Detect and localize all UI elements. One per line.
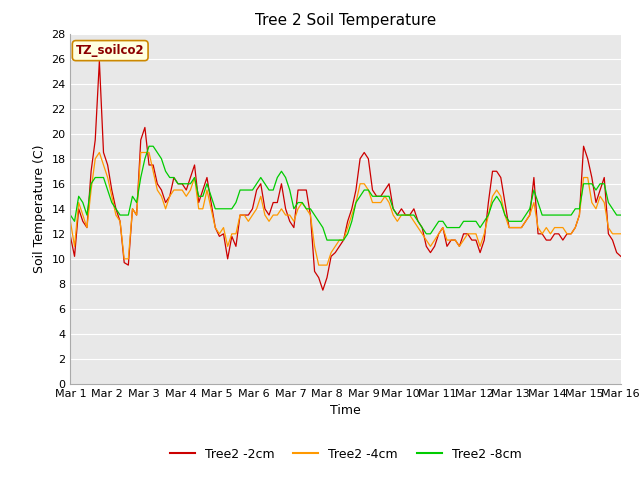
Tree2 -4cm	[100, 162, 108, 168]
Tree2 -2cm	[588, 175, 596, 180]
Tree2 -4cm	[207, 206, 215, 212]
Tree2 -4cm	[588, 200, 596, 205]
Tree2 -4cm	[67, 218, 74, 224]
Tree2 -8cm	[95, 175, 103, 180]
Tree2 -4cm	[617, 231, 625, 237]
Tree2 -2cm	[282, 206, 289, 212]
Line: Tree2 -2cm: Tree2 -2cm	[70, 61, 621, 290]
Tree2 -8cm	[207, 193, 215, 199]
Tree2 -4cm	[282, 212, 289, 218]
Tree2 -2cm	[592, 200, 600, 205]
X-axis label: Time: Time	[330, 405, 361, 418]
Tree2 -8cm	[617, 212, 625, 218]
Tree2 -4cm	[95, 150, 103, 156]
Tree2 -2cm	[617, 253, 625, 259]
Tree2 -8cm	[191, 175, 198, 180]
Tree2 -2cm	[191, 162, 198, 168]
Legend: Tree2 -2cm, Tree2 -4cm, Tree2 -8cm: Tree2 -2cm, Tree2 -4cm, Tree2 -8cm	[165, 443, 526, 466]
Tree2 -4cm	[191, 175, 198, 180]
Tree2 -2cm	[319, 287, 326, 293]
Tree2 -2cm	[207, 200, 215, 205]
Tree2 -8cm	[282, 175, 289, 180]
Tree2 -4cm	[592, 206, 600, 212]
Tree2 -2cm	[95, 58, 103, 64]
Title: Tree 2 Soil Temperature: Tree 2 Soil Temperature	[255, 13, 436, 28]
Line: Tree2 -8cm: Tree2 -8cm	[70, 146, 621, 240]
Tree2 -8cm	[323, 237, 331, 243]
Tree2 -2cm	[67, 233, 74, 239]
Tree2 -8cm	[592, 187, 600, 193]
Tree2 -8cm	[145, 144, 153, 149]
Line: Tree2 -4cm: Tree2 -4cm	[70, 153, 621, 265]
Text: TZ_soilco2: TZ_soilco2	[76, 44, 145, 57]
Tree2 -2cm	[100, 150, 108, 156]
Tree2 -4cm	[315, 262, 323, 268]
Y-axis label: Soil Temperature (C): Soil Temperature (C)	[33, 144, 45, 273]
Tree2 -8cm	[588, 181, 596, 187]
Tree2 -8cm	[67, 212, 74, 218]
